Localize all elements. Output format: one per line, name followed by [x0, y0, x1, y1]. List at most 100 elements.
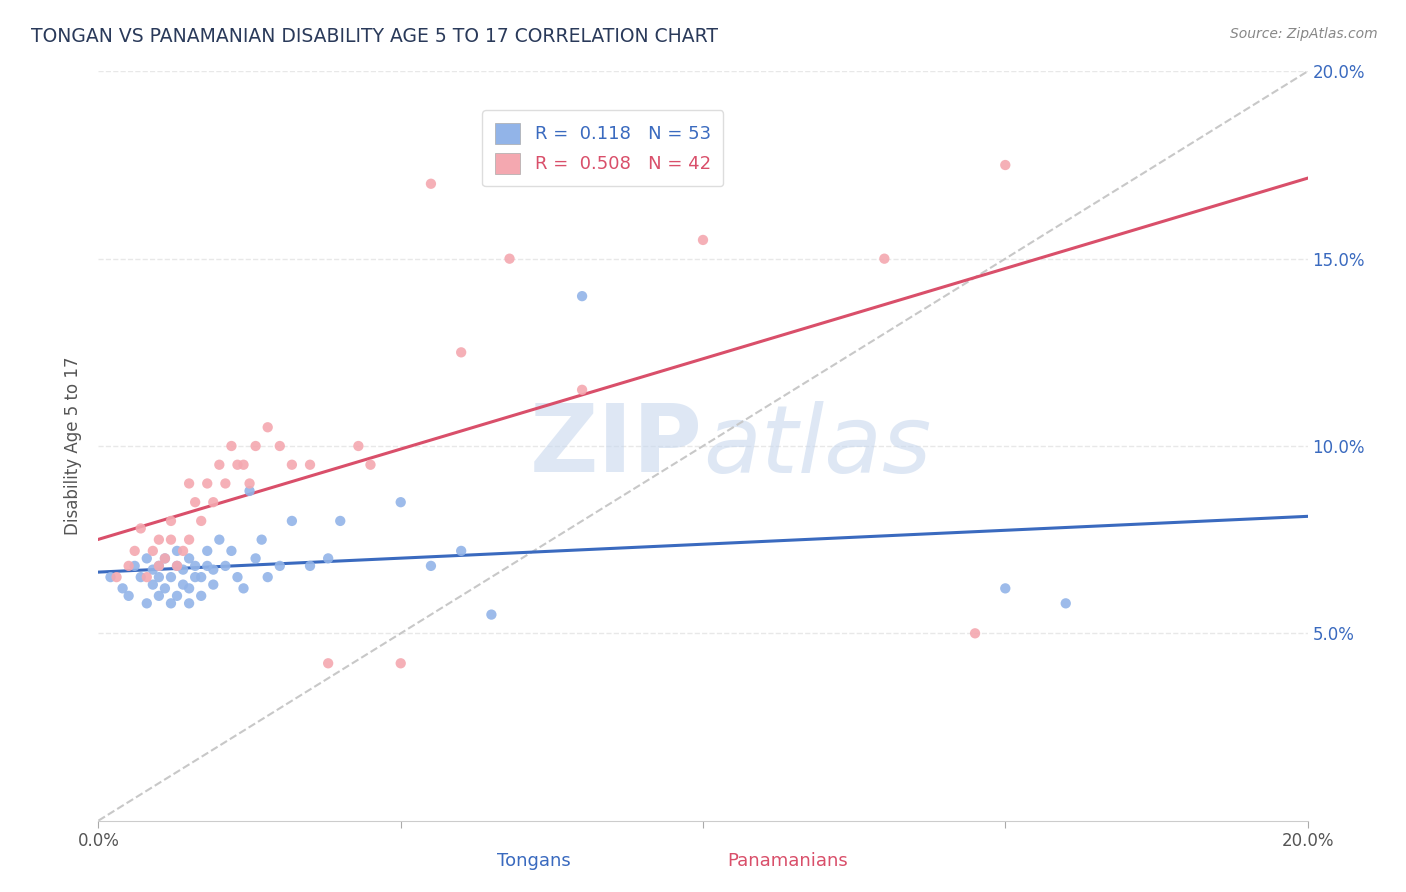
Text: atlas: atlas — [703, 401, 931, 491]
Point — [153, 551, 176, 566]
Point — [250, 533, 273, 547]
Point — [142, 577, 165, 591]
Point — [420, 177, 443, 191]
Point — [239, 483, 262, 498]
Point — [965, 626, 987, 640]
Point — [1054, 596, 1077, 610]
Point — [166, 558, 188, 573]
Point — [195, 544, 218, 558]
Point — [100, 570, 122, 584]
Point — [129, 521, 152, 535]
Text: Source: ZipAtlas.com: Source: ZipAtlas.com — [1230, 27, 1378, 41]
Point — [172, 544, 194, 558]
Point — [994, 158, 1017, 172]
Point — [232, 582, 254, 596]
Point — [269, 439, 291, 453]
Point — [179, 551, 201, 566]
Point — [142, 563, 165, 577]
Point — [129, 570, 152, 584]
Point — [184, 558, 207, 573]
Point — [135, 570, 157, 584]
Point — [202, 563, 225, 577]
Point — [450, 544, 472, 558]
Point — [105, 570, 128, 584]
Point — [269, 558, 291, 573]
Point — [118, 558, 141, 573]
Point — [202, 577, 225, 591]
Point — [329, 514, 352, 528]
Point — [214, 558, 236, 573]
Point — [316, 551, 339, 566]
Point — [571, 289, 593, 303]
Point — [111, 582, 134, 596]
Point — [299, 558, 322, 573]
Point — [153, 582, 176, 596]
Point — [195, 558, 218, 573]
Point — [148, 558, 170, 573]
Point — [389, 657, 412, 671]
Point — [692, 233, 714, 247]
Point — [873, 252, 896, 266]
Point — [184, 495, 207, 509]
Point — [172, 563, 194, 577]
Point — [256, 420, 278, 434]
Point — [347, 439, 370, 453]
Point — [190, 514, 212, 528]
Text: Panamanians: Panamanians — [727, 852, 848, 870]
Point — [450, 345, 472, 359]
Point — [202, 495, 225, 509]
Point — [226, 458, 249, 472]
Point — [148, 533, 170, 547]
Point — [148, 589, 170, 603]
Point — [226, 570, 249, 584]
Point — [498, 252, 520, 266]
Point — [214, 476, 236, 491]
Text: TONGAN VS PANAMANIAN DISABILITY AGE 5 TO 17 CORRELATION CHART: TONGAN VS PANAMANIAN DISABILITY AGE 5 TO… — [31, 27, 718, 45]
Point — [179, 476, 201, 491]
Point — [208, 458, 231, 472]
Y-axis label: Disability Age 5 to 17: Disability Age 5 to 17 — [65, 357, 83, 535]
Point — [124, 544, 146, 558]
Point — [994, 582, 1017, 596]
Point — [184, 570, 207, 584]
Point — [148, 570, 170, 584]
Point — [245, 439, 267, 453]
Point — [195, 476, 218, 491]
Point — [135, 551, 157, 566]
Point — [124, 558, 146, 573]
Point — [118, 589, 141, 603]
Text: ZIP: ZIP — [530, 400, 703, 492]
Point — [160, 514, 183, 528]
Point — [232, 458, 254, 472]
Point — [190, 589, 212, 603]
Point — [281, 514, 304, 528]
Point — [153, 551, 176, 566]
Legend: R =  0.118   N = 53, R =  0.508   N = 42: R = 0.118 N = 53, R = 0.508 N = 42 — [482, 111, 724, 186]
Point — [142, 544, 165, 558]
Point — [281, 458, 304, 472]
Point — [190, 570, 212, 584]
Point — [179, 533, 201, 547]
Point — [420, 558, 443, 573]
Point — [160, 596, 183, 610]
Point — [221, 544, 243, 558]
Point — [135, 596, 157, 610]
Point — [245, 551, 267, 566]
Point — [172, 577, 194, 591]
Point — [166, 544, 188, 558]
Point — [221, 439, 243, 453]
Point — [160, 533, 183, 547]
Point — [360, 458, 382, 472]
Point — [160, 570, 183, 584]
Point — [179, 596, 201, 610]
Point — [389, 495, 412, 509]
Point — [179, 582, 201, 596]
Point — [148, 558, 170, 573]
Point — [316, 657, 339, 671]
Point — [166, 558, 188, 573]
Text: Tongans: Tongans — [498, 852, 571, 870]
Point — [481, 607, 503, 622]
Point — [571, 383, 593, 397]
Point — [208, 533, 231, 547]
Point — [299, 458, 322, 472]
